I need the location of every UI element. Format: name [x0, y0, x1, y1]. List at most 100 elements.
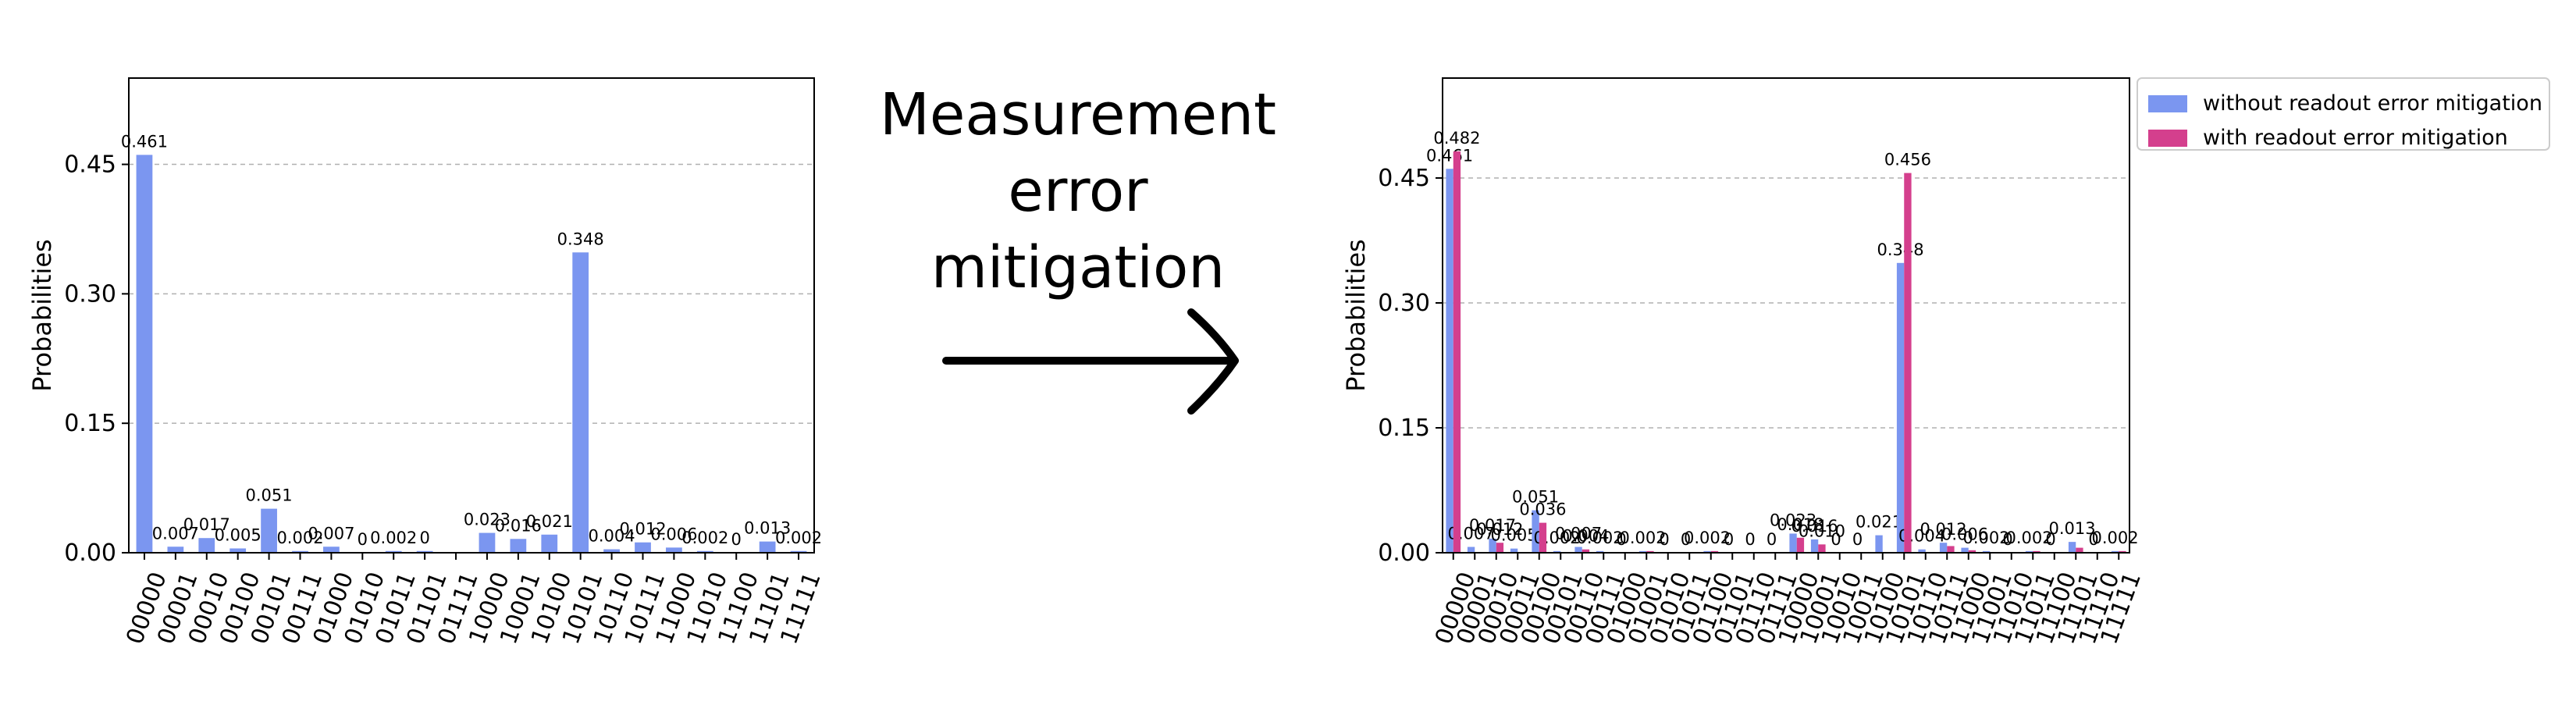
data-label: 0.023 [464, 511, 511, 529]
data-label: 0 [1831, 530, 1841, 549]
bar [1582, 549, 1590, 553]
data-label: 0.002 [276, 529, 323, 547]
data-label: 0.005 [215, 525, 262, 544]
data-label: 0.010 [1799, 522, 1845, 540]
data-label: 0 [1852, 530, 1863, 549]
data-label: 0.002 [370, 529, 417, 547]
bar [2068, 542, 2076, 553]
data-label: 0.002 [1963, 529, 2010, 547]
bar [1453, 151, 1461, 553]
legend-swatch [2148, 130, 2187, 147]
y-tick-label: 0.45 [1378, 165, 1430, 192]
bar [1982, 550, 1991, 553]
bar [1510, 548, 1518, 553]
bar [1467, 546, 1475, 553]
y-tick-label: 0.15 [64, 410, 116, 437]
bar [261, 508, 277, 553]
bar [510, 539, 527, 553]
data-label: 0.016 [495, 516, 542, 535]
bar [385, 550, 402, 553]
bar [1810, 539, 1819, 553]
arrow-text-line-2: error [1008, 158, 1148, 225]
bar [323, 546, 340, 553]
bar [1789, 533, 1797, 553]
bar [229, 548, 247, 553]
bar [1596, 550, 1604, 553]
bar [1796, 537, 1805, 553]
data-label: 0.456 [1884, 151, 1931, 169]
bar [136, 155, 153, 554]
data-label: 0.021 [1856, 513, 1902, 532]
data-label: 0.002 [1684, 529, 1731, 547]
bar [167, 546, 184, 553]
plot-frame [1442, 77, 2130, 554]
histogram-with-mitigation: 0.4610.0070.0170.0050.0510.0020.0070.002… [1341, 77, 2550, 648]
bar [1703, 550, 1711, 553]
data-label: 0.002 [1577, 529, 1624, 547]
legend-label: with readout error mitigation [2203, 126, 2508, 150]
bar [1961, 547, 1969, 553]
bar [1710, 550, 1719, 553]
data-label: 0.002 [2006, 529, 2053, 547]
data-label: 0 [2088, 530, 2098, 549]
data-label: 0 [1767, 530, 1777, 549]
bar [2025, 550, 2033, 553]
data-label: 0.461 [1426, 146, 1473, 165]
data-label: 0.461 [121, 132, 168, 151]
data-label: 0.051 [246, 486, 293, 505]
bar [1574, 546, 1582, 553]
arrow-text-line-1: Measurement [880, 81, 1276, 148]
data-label: 0.021 [526, 512, 573, 531]
data-label: 0 [1616, 530, 1626, 549]
bar [1496, 543, 1504, 553]
bar [1918, 549, 1926, 553]
bar [2111, 550, 2119, 553]
data-label: 0.012 [1476, 520, 1523, 539]
y-tick-label: 0.30 [1378, 290, 1430, 317]
mitigation-arrow: Measurement error mitigation [880, 81, 1276, 415]
data-label: 0 [731, 530, 742, 549]
bar [759, 541, 776, 553]
bar [696, 550, 713, 553]
bar [2076, 547, 2083, 553]
bar [198, 538, 215, 553]
bar [790, 550, 807, 553]
bar [1532, 510, 1539, 553]
legend-label: without readout error mitigation [2203, 91, 2542, 116]
data-label: 0.482 [1433, 129, 1480, 148]
y-tick-label: 0.00 [64, 539, 116, 567]
y-tick-label: 0.45 [64, 151, 116, 179]
bar [666, 547, 682, 553]
bar [2033, 550, 2041, 553]
data-label: 0.348 [1877, 240, 1924, 259]
data-label: 0.036 [1519, 500, 1566, 519]
plot-frame [128, 77, 815, 554]
data-label: 0 [1724, 530, 1734, 549]
data-label: 0.017 [183, 515, 230, 534]
data-label: 0.013 [744, 519, 791, 538]
data-label: 0.005 [1491, 526, 1538, 545]
bar [1939, 543, 1948, 553]
data-label: 0 [1681, 530, 1691, 549]
data-label: 0 [2002, 530, 2012, 549]
y-tick-label: 0.30 [64, 280, 116, 308]
data-label: 0.002 [681, 529, 728, 547]
data-label: 0.013 [2049, 519, 2096, 538]
data-label: 0.002 [1620, 529, 1667, 547]
data-label: 0 [1745, 530, 1755, 549]
bar [1904, 173, 1912, 553]
legend-box [2137, 77, 2550, 151]
bar [479, 532, 496, 553]
data-label: 0 [2045, 530, 2055, 549]
data-label: 0.012 [1920, 520, 1967, 539]
bar [541, 534, 558, 553]
data-label: 0.017 [1469, 516, 1516, 535]
data-label: 0.007 [1555, 525, 1602, 543]
data-label: 0.006 [1941, 525, 1988, 544]
y-tick-label: 0.00 [1378, 539, 1430, 567]
data-label: 0.004 [1562, 527, 1609, 546]
bar [416, 550, 433, 553]
bar [1646, 550, 1654, 553]
